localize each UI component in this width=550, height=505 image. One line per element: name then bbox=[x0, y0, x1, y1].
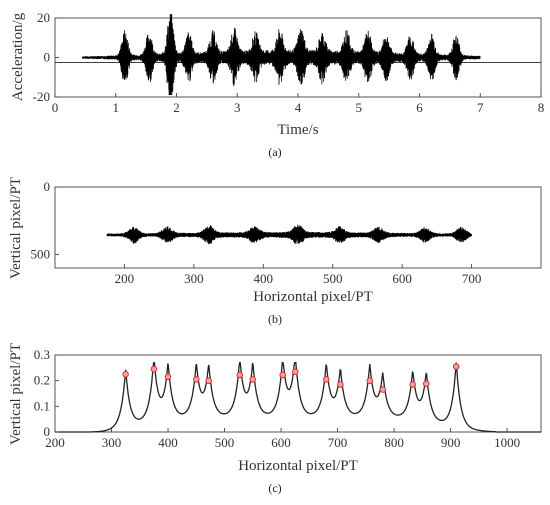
panel-b-xlabel: Horizontal pixel/PT bbox=[253, 289, 373, 305]
y-tick-label: 500 bbox=[31, 247, 51, 262]
x-tick-label: 800 bbox=[384, 435, 404, 450]
x-tick-label: 400 bbox=[254, 271, 274, 286]
panel-c-markers bbox=[122, 363, 460, 393]
x-tick-label: 600 bbox=[392, 271, 412, 286]
panel-b-ylabel: Vertical pixel/PT bbox=[8, 177, 24, 279]
x-tick-label: 500 bbox=[215, 435, 235, 450]
x-tick-label: 200 bbox=[115, 271, 135, 286]
peak-marker bbox=[323, 376, 330, 383]
peak-marker bbox=[150, 365, 158, 373]
panel-b-frame bbox=[54, 186, 542, 269]
y-tick-label: 0.3 bbox=[34, 347, 50, 362]
x-tick-label: 7 bbox=[477, 100, 484, 115]
panel-b-caption: (b) bbox=[268, 312, 282, 326]
x-tick-label: 200 bbox=[45, 435, 65, 450]
panel-c-line bbox=[55, 362, 541, 433]
x-tick-label: 300 bbox=[184, 271, 204, 286]
peak-marker bbox=[337, 381, 344, 388]
peak-marker bbox=[164, 373, 172, 381]
panel-b-signal bbox=[106, 224, 473, 245]
peak-marker bbox=[279, 371, 287, 379]
x-tick-label: 3 bbox=[234, 100, 241, 115]
peak-marker bbox=[249, 376, 257, 383]
peak-marker bbox=[379, 386, 387, 393]
panel-c-xlabel: Horizontal pixel/PT bbox=[238, 458, 358, 474]
y-tick-label: 20 bbox=[37, 10, 50, 25]
peak-marker bbox=[122, 371, 129, 378]
x-tick-label: 900 bbox=[441, 435, 461, 450]
x-tick-label: 300 bbox=[102, 435, 122, 450]
panel-c-ticks: 200 300 400 500 600 700 800 900 1000 0 0.1 0.2 0.3 bbox=[34, 347, 520, 450]
y-tick-label: 0 bbox=[44, 179, 51, 194]
x-tick-label: 700 bbox=[328, 435, 348, 450]
y-tick-label: 0 bbox=[44, 424, 51, 439]
x-tick-label: 5 bbox=[356, 100, 363, 115]
panel-b-ticks: 200 300 400 500 600 700 0 500 bbox=[31, 179, 482, 286]
y-tick-label: 0.1 bbox=[34, 398, 50, 413]
x-tick-label: 700 bbox=[462, 271, 482, 286]
panel-c-frame bbox=[54, 354, 542, 433]
peak-marker bbox=[193, 376, 200, 383]
panel-c: 200 300 400 500 600 700 800 900 1000 0 0.1 0.2 0.3 H… bbox=[8, 343, 542, 495]
y-tick-label: -20 bbox=[33, 89, 50, 104]
x-tick-label: 400 bbox=[158, 435, 178, 450]
peak-marker bbox=[205, 377, 212, 385]
peak-marker bbox=[452, 363, 460, 370]
x-tick-label: 6 bbox=[416, 100, 423, 115]
peak-marker bbox=[423, 380, 430, 388]
panel-b: 200 300 400 500 600 700 0 500 Horizontal pixel/… bbox=[8, 177, 542, 326]
peak-marker bbox=[291, 368, 299, 376]
y-tick-label: 0 bbox=[44, 50, 51, 65]
panel-a-signal bbox=[81, 13, 481, 96]
panel-c-ylabel: Vertical pixel/PT bbox=[8, 343, 24, 445]
x-tick-label: 0 bbox=[52, 100, 59, 115]
x-tick-label: 1000 bbox=[494, 435, 520, 450]
x-tick-label: 1 bbox=[113, 100, 120, 115]
y-tick-label: 0.2 bbox=[34, 373, 50, 388]
x-tick-label: 600 bbox=[271, 435, 291, 450]
panel-c-caption: (c) bbox=[268, 481, 281, 495]
panel-a-caption: (a) bbox=[268, 145, 281, 159]
peak-marker bbox=[409, 381, 417, 388]
x-tick-label: 4 bbox=[295, 100, 302, 115]
x-tick-label: 500 bbox=[323, 271, 343, 286]
peak-marker bbox=[366, 377, 374, 385]
x-tick-label: 8 bbox=[538, 100, 545, 115]
panel-a-xlabel: Time/s bbox=[277, 122, 318, 138]
panel-a-ylabel: Acceleration/g bbox=[10, 12, 26, 101]
x-tick-label: 2 bbox=[173, 100, 180, 115]
peak-marker bbox=[236, 371, 244, 379]
